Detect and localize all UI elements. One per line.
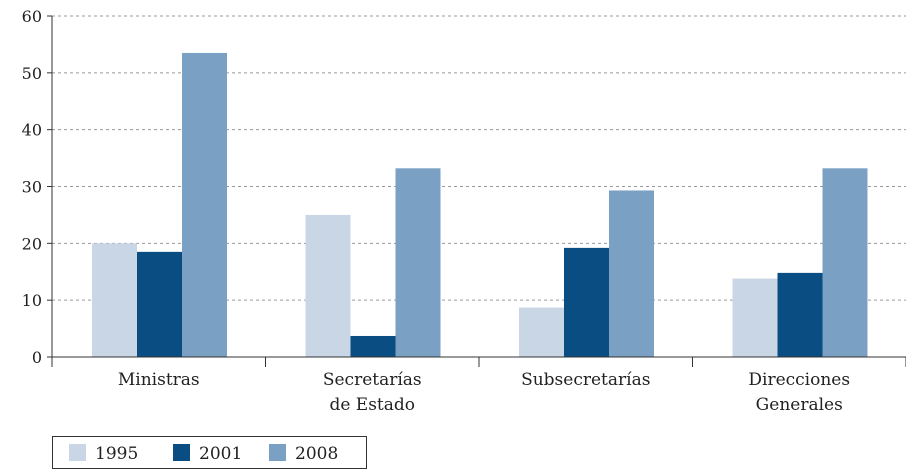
- bar-1995: [519, 307, 564, 357]
- bar-2008: [182, 52, 227, 358]
- bar-2008: [609, 190, 654, 357]
- bar-2008: [822, 168, 868, 357]
- bars: [92, 52, 868, 358]
- bar-2001: [777, 272, 823, 357]
- legend-label: 2001: [199, 444, 242, 464]
- bar-1995: [732, 278, 778, 357]
- category-label: Direcciones: [748, 370, 850, 390]
- y-tick-label: 50: [22, 64, 42, 83]
- bar-1995: [305, 214, 351, 357]
- legend-box: [52, 436, 367, 469]
- legend-label: 1995: [95, 444, 138, 464]
- bar-2001: [564, 247, 609, 357]
- legend-swatch: [269, 444, 286, 461]
- legend-swatch: [69, 444, 86, 461]
- category-label: Ministras: [118, 370, 200, 390]
- category-label: de Estado: [329, 395, 415, 415]
- y-axis: 0 10 20 30 40 50 60: [22, 7, 53, 367]
- y-tick-label: 20: [22, 234, 42, 253]
- bar-2001: [350, 335, 396, 357]
- bar-2001: [137, 251, 182, 357]
- legend-swatch: [173, 444, 190, 461]
- legend: 1995 2001 2008: [52, 436, 367, 469]
- category-label: Secretarías: [323, 370, 422, 390]
- category-label: Subsecretarías: [521, 370, 650, 390]
- y-tick-label: 40: [22, 121, 42, 140]
- y-tick-label: 10: [22, 291, 42, 310]
- bar-1995: [92, 243, 137, 357]
- gridlines: [52, 15, 906, 301]
- legend-label: 2008: [295, 444, 338, 464]
- y-tick-label: 30: [22, 178, 42, 197]
- y-tick-label: 0: [32, 348, 42, 367]
- y-tick-label: 60: [22, 7, 42, 26]
- bar-2008: [395, 168, 441, 357]
- category-label: Generales: [756, 395, 843, 415]
- x-axis: Ministras Secretarías de Estado Subsecretar…: [51, 356, 906, 415]
